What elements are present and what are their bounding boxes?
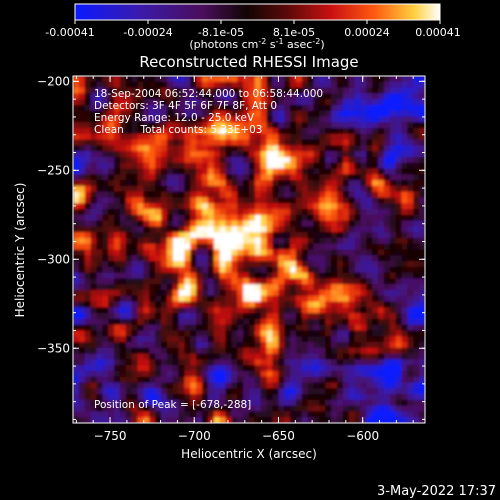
x-tick-label: −650: [262, 429, 295, 443]
colorbar-tick-label: 8.1e-05: [273, 26, 315, 39]
heatmap-image: [73, 76, 425, 423]
peak-position-label: Position of Peak = [-678,-288]: [94, 399, 251, 411]
colorbar: [75, 4, 440, 20]
y-tick-label: −250: [37, 163, 70, 177]
y-axis-label: Heliocentric Y (arcsec): [13, 183, 27, 318]
y-tick-label: −300: [37, 252, 70, 266]
x-tick-label: −700: [178, 429, 211, 443]
x-axis-label: Heliocentric X (arcsec): [181, 447, 317, 461]
colorbar-ticks: -0.00041 -0.00024 -8.1e-05 8.1e-05 0.00024 0.…: [45, 20, 461, 39]
chart-title: Reconstructed RHESSI Image: [139, 53, 358, 71]
colorbar-tick-label: -0.00024: [123, 26, 172, 39]
y-tick-label: −200: [37, 74, 70, 88]
colorbar-tick-label: 0.00024: [344, 26, 390, 39]
x-tick-label: −600: [346, 429, 379, 443]
info-line-energy: Energy Range: 12.0 - 25.0 keV: [94, 112, 255, 124]
plot-frame: [72, 75, 426, 424]
colorbar-tick-label: -0.00041: [45, 26, 94, 39]
info-line-detectors: Detectors: 3F 4F 5F 6F 7F 8F, Att 0: [94, 100, 277, 112]
axis-ticks: −750 −700 −650 −600 −200 −250 −300 −350: [37, 74, 425, 443]
colorbar-tick-label: -8.1e-05: [198, 26, 244, 39]
info-line-clean: Clean Total counts: 5.33E+03: [94, 124, 263, 136]
colorbar-frame: [74, 3, 441, 21]
info-line-time: 18-Sep-2004 06:52:44.000 to 06:58:44.000: [94, 88, 323, 100]
colorbar-units: (photons cm-2 s-1 asec-2): [189, 37, 324, 51]
colorbar-tick-label: 0.00041: [415, 26, 461, 39]
x-tick-label: −750: [94, 429, 127, 443]
timestamp: 3-May-2022 17:37: [377, 484, 496, 499]
y-tick-label: −350: [37, 341, 70, 355]
